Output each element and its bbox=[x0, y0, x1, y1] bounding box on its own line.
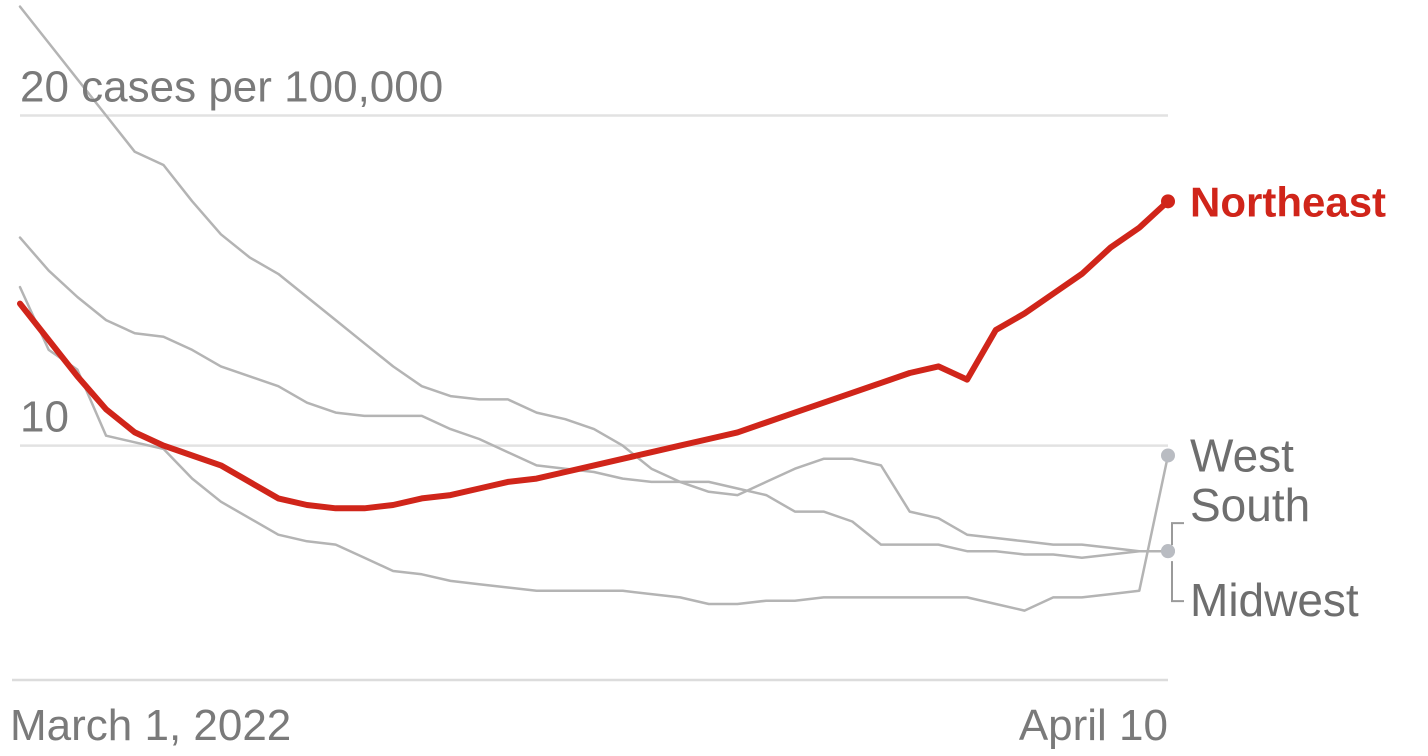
gridlines bbox=[20, 114, 1168, 447]
x-tick-label-start: March 1, 2022 bbox=[10, 701, 291, 750]
series-label-west: West bbox=[1190, 429, 1294, 481]
end-point-west bbox=[1161, 448, 1175, 463]
south-label-leader bbox=[1171, 522, 1184, 546]
series-label-south: South bbox=[1190, 479, 1310, 531]
y-axis-ticks: 20 cases per 100,000 10 bbox=[20, 63, 443, 442]
y-tick-label-10: 10 bbox=[20, 393, 69, 442]
series-labels: South Midwest West Northeast bbox=[1171, 178, 1386, 626]
series-line-midwest bbox=[18, 236, 1170, 560]
series-line-northeast bbox=[17, 198, 1171, 512]
midwest-label-leader bbox=[1171, 561, 1184, 603]
end-point-midwest bbox=[1161, 544, 1175, 559]
end-point-northeast bbox=[1161, 194, 1175, 209]
series-lines bbox=[17, 5, 1175, 612]
x-tick-label-end: April 10 bbox=[1019, 701, 1168, 750]
series-label-northeast: Northeast bbox=[1190, 178, 1386, 225]
series-line-west bbox=[18, 285, 1170, 612]
series-label-midwest: Midwest bbox=[1190, 574, 1359, 626]
series-line-south bbox=[18, 5, 1170, 553]
y-tick-label-20: 20 cases per 100,000 bbox=[20, 63, 443, 112]
